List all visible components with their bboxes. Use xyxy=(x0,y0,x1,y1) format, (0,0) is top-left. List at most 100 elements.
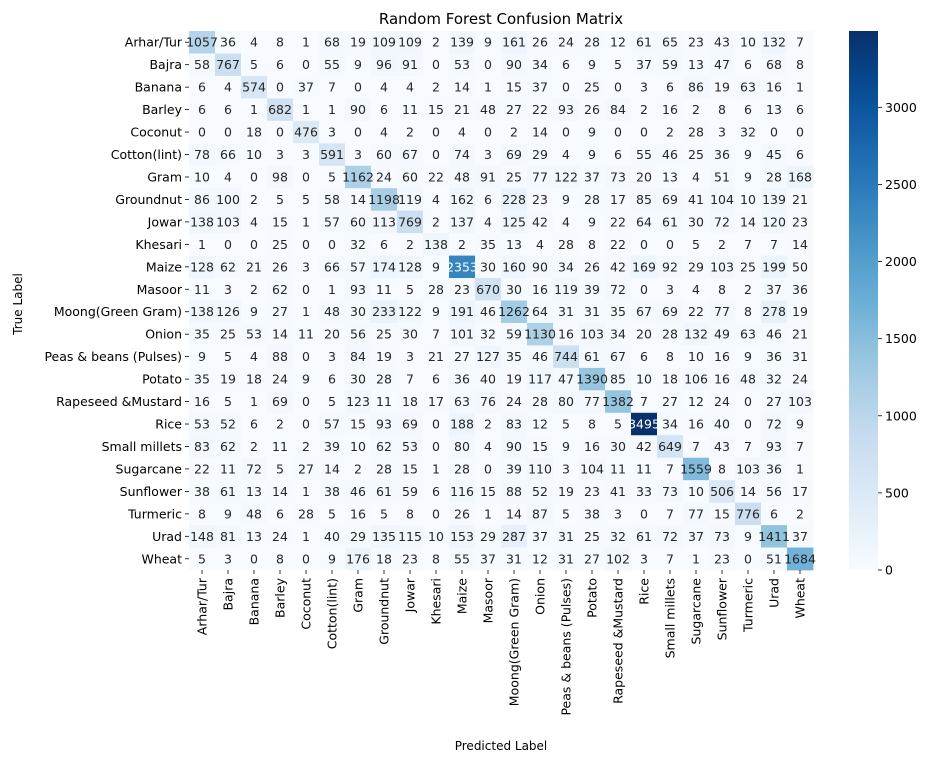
heatmap-cell xyxy=(267,412,294,436)
heatmap-cell xyxy=(735,480,762,504)
heatmap-cell xyxy=(449,502,476,526)
cell-value: 23 xyxy=(402,551,418,566)
x-tick-label: Small millets xyxy=(663,578,678,658)
y-tick-label: Small millets xyxy=(102,439,182,454)
cell-value: 11 xyxy=(376,394,392,409)
heatmap-cell xyxy=(241,480,268,504)
cell-value: 49 xyxy=(714,327,730,342)
heatmap-cell xyxy=(657,53,684,77)
heatmap-cell xyxy=(267,255,294,279)
heatmap-cell xyxy=(293,525,320,548)
heatmap-cell xyxy=(423,322,450,346)
heatmap-cell xyxy=(215,435,242,459)
heatmap-cell xyxy=(397,165,424,189)
cell-value: 4 xyxy=(224,80,232,95)
heatmap-cell xyxy=(631,31,658,54)
cell-value: 27 xyxy=(584,551,600,566)
cell-value: 103 xyxy=(710,259,734,274)
cell-value: 88 xyxy=(272,349,288,364)
heatmap-cell xyxy=(397,502,424,526)
cell-value: 100 xyxy=(216,192,240,207)
heatmap-cell xyxy=(579,143,606,167)
heatmap-cell xyxy=(449,322,476,346)
cell-value: 6 xyxy=(796,102,804,117)
cell-value: 2 xyxy=(458,237,466,252)
heatmap-cell xyxy=(787,300,814,324)
cell-value: 53 xyxy=(454,57,470,72)
cell-value: 0 xyxy=(614,80,622,95)
x-tick-label: Turmeric xyxy=(741,578,756,633)
heatmap-cell xyxy=(449,143,476,167)
heatmap-cell xyxy=(189,525,216,548)
heatmap-cell xyxy=(397,188,424,212)
cell-value: 31 xyxy=(558,304,574,319)
cell-value: 106 xyxy=(684,372,708,387)
heatmap-cell xyxy=(189,53,216,77)
cell-value: 64 xyxy=(636,214,652,229)
heatmap-cell xyxy=(293,165,320,189)
heatmap-cell xyxy=(397,53,424,77)
heatmap-cell xyxy=(267,53,294,77)
heatmap-cell xyxy=(475,390,502,414)
heatmap-cell xyxy=(345,120,372,144)
heatmap-cell xyxy=(605,165,632,189)
heatmap-cell xyxy=(657,31,684,54)
cell-value: 8 xyxy=(718,282,726,297)
heatmap-cell xyxy=(449,457,476,481)
heatmap-cell xyxy=(423,233,450,256)
cell-value: 63 xyxy=(740,80,756,95)
cell-value: 109 xyxy=(372,35,396,50)
cell-value: 1411 xyxy=(758,529,790,544)
cell-value: 3 xyxy=(302,259,310,274)
cell-value: 67 xyxy=(610,349,626,364)
cell-value: 22 xyxy=(532,102,548,117)
cell-value: 2 xyxy=(406,237,414,252)
cell-value: 25 xyxy=(272,237,288,252)
heatmap-cell xyxy=(631,255,658,279)
cell-value: 31 xyxy=(558,551,574,566)
cell-value: 3 xyxy=(640,80,648,95)
heatmap-cell xyxy=(579,412,606,436)
heatmap-cell xyxy=(683,98,710,122)
heatmap-cell xyxy=(267,188,294,212)
cell-value: 10 xyxy=(194,169,210,184)
heatmap-cell xyxy=(397,75,424,99)
heatmap-cell xyxy=(631,210,658,234)
heatmap-cell xyxy=(735,345,762,369)
heatmap-cell xyxy=(475,367,502,391)
cell-value: 40 xyxy=(480,372,496,387)
heatmap-cell xyxy=(787,120,814,144)
heatmap-cell xyxy=(605,457,632,481)
heatmap-cell xyxy=(475,210,502,234)
heatmap-cell xyxy=(579,345,606,369)
cell-value: 62 xyxy=(220,439,236,454)
cell-value: 69 xyxy=(506,147,522,162)
heatmap-cell xyxy=(709,390,736,414)
heatmap-cell xyxy=(241,75,268,99)
colorbar: 0 500 1000 1500 2000 2500 3000 xyxy=(849,31,917,578)
cell-value: 1 xyxy=(796,80,804,95)
heatmap-cell xyxy=(345,547,372,571)
cell-value: 80 xyxy=(454,439,470,454)
cell-value: 3 xyxy=(640,551,648,566)
cell-value: 36 xyxy=(792,282,808,297)
cell-value: 1382 xyxy=(602,394,634,409)
cell-value: 7 xyxy=(666,461,674,476)
cell-value: 42 xyxy=(532,214,548,229)
x-tick-label: Wheat xyxy=(793,578,808,619)
heatmap-cell xyxy=(709,75,736,99)
heatmap-cell xyxy=(371,143,398,167)
heatmap-cell xyxy=(787,412,814,436)
heatmap-cell xyxy=(683,278,710,301)
cell-value: 62 xyxy=(220,259,236,274)
cell-value: 42 xyxy=(636,439,652,454)
heatmap-cell xyxy=(683,31,710,54)
heatmap-cell xyxy=(267,300,294,324)
cell-value: 51 xyxy=(766,551,782,566)
heatmap-cell xyxy=(735,525,762,548)
heatmap-cell xyxy=(579,525,606,548)
heatmap-cell xyxy=(683,53,710,77)
heatmap-cell xyxy=(215,345,242,369)
heatmap-cell xyxy=(475,188,502,212)
heatmap-cell xyxy=(579,75,606,99)
